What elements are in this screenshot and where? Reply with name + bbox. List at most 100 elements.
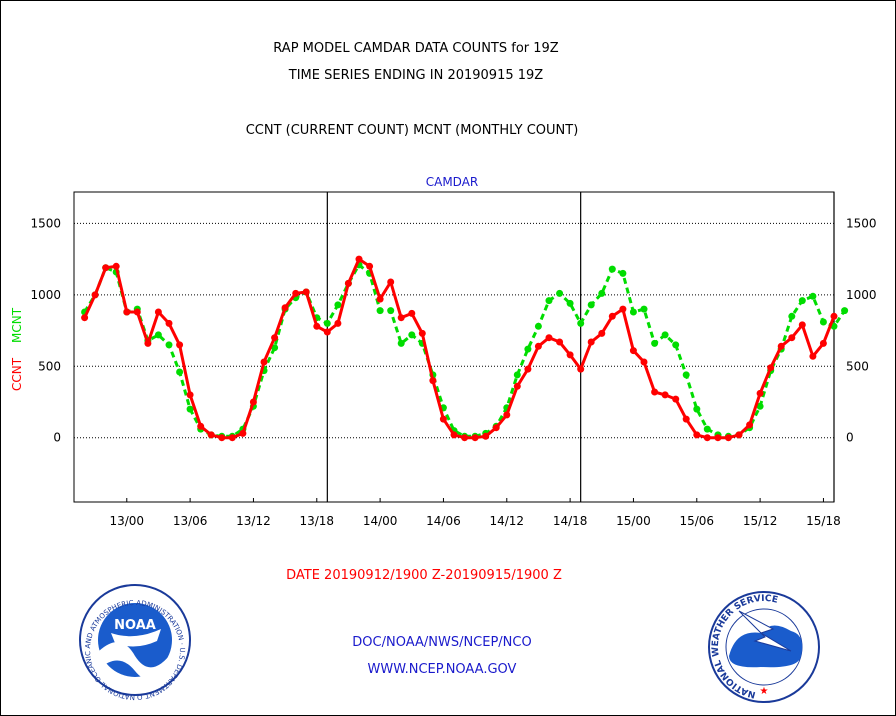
point-mcnt-72	[841, 307, 849, 315]
point-ccnt-56	[672, 395, 680, 403]
point-ccnt-22	[313, 322, 321, 330]
point-mcnt-49	[598, 289, 606, 297]
noaa-logo-text: NOAA	[114, 618, 156, 633]
y-tick-labels-left: 0 500 1000 1500	[30, 216, 61, 444]
x-tick-label-15/12: 15/12	[743, 514, 778, 528]
day-divider-lines	[326, 192, 835, 502]
point-ccnt-47	[577, 365, 585, 373]
x-tick-label-14/12: 14/12	[489, 514, 524, 528]
point-mcnt-53	[640, 305, 648, 313]
point-ccnt-59	[703, 434, 711, 442]
point-ccnt-62	[735, 431, 743, 439]
point-mcnt-23	[323, 319, 331, 327]
point-ccnt-48	[587, 338, 595, 346]
point-mcnt-70	[819, 318, 827, 326]
point-ccnt-23	[323, 328, 331, 336]
point-ccnt-3	[112, 262, 120, 270]
point-ccnt-30	[397, 314, 405, 322]
point-ccnt-39	[492, 424, 500, 432]
point-ccnt-64	[756, 389, 764, 397]
point-ccnt-67	[788, 334, 796, 342]
y-axis-label-mcnt: MCNT	[10, 307, 24, 343]
point-mcnt-59	[703, 425, 711, 433]
point-ccnt-32	[418, 329, 426, 337]
point-ccnt-71	[830, 312, 838, 320]
header-line-2: TIME SERIES ENDING IN 20190915 19Z	[288, 68, 544, 83]
y-tick-right-1000: 1000	[846, 288, 877, 302]
point-mcnt-45	[556, 289, 564, 297]
point-ccnt-11	[197, 422, 205, 430]
point-mcnt-31	[408, 331, 416, 339]
y-tick-labels-right: 0 500 1000 1500	[846, 216, 877, 444]
point-ccnt-27	[366, 262, 374, 270]
point-mcnt-10	[186, 405, 194, 413]
y-axis-label-ccnt: CCNT	[10, 357, 24, 391]
point-mcnt-67	[788, 312, 796, 320]
point-mcnt-28	[376, 307, 384, 315]
point-mcnt-48	[587, 301, 595, 309]
point-mcnt-47	[577, 319, 585, 327]
point-ccnt-58	[693, 431, 701, 439]
point-mcnt-64	[756, 402, 764, 410]
series-line-mcnt	[83, 263, 846, 438]
y-tick-left-500: 500	[38, 359, 61, 373]
x-tick-label-13/12: 13/12	[236, 514, 271, 528]
point-mcnt-29	[387, 307, 395, 315]
point-mcnt-7	[154, 331, 162, 339]
nws-logo: ★ NATIONAL WEATHER SERVICE	[708, 591, 820, 703]
point-ccnt-50	[608, 312, 616, 320]
point-ccnt-19	[281, 304, 289, 312]
x-tick-label-14/18: 14/18	[553, 514, 588, 528]
point-ccnt-1	[91, 291, 99, 299]
y-tick-right-500: 500	[846, 359, 869, 373]
point-ccnt-31	[408, 309, 416, 317]
point-ccnt-55	[661, 391, 669, 399]
point-mcnt-69	[809, 292, 817, 300]
header-line-3: CCNT (CURRENT COUNT) MCNT (MONTHLY COUNT…	[246, 123, 579, 138]
point-mcnt-55	[661, 331, 669, 339]
point-ccnt-33	[429, 377, 437, 385]
point-ccnt-57	[682, 415, 690, 423]
point-mcnt-51	[619, 269, 627, 277]
point-mcnt-57	[682, 371, 690, 379]
point-mcnt-9	[176, 368, 184, 376]
y-tick-left-0: 0	[53, 431, 61, 445]
x-tick-labels: 13/00 13/06 13/12 13/18 14/00 14/06 14/12 14/18…	[109, 498, 841, 528]
point-ccnt-63	[746, 421, 754, 429]
point-mcnt-46	[566, 299, 574, 307]
point-ccnt-49	[598, 329, 606, 337]
org-label: DOC/NOAA/NWS/NCEP/NCO	[352, 635, 531, 650]
point-ccnt-38	[482, 432, 490, 440]
point-ccnt-9	[176, 341, 184, 349]
point-ccnt-15	[239, 429, 247, 437]
point-ccnt-2	[102, 264, 110, 272]
grid-lines	[74, 222, 834, 439]
point-mcnt-24	[334, 301, 342, 309]
x-tick-label-15/06: 15/06	[679, 514, 714, 528]
series-line-ccnt	[83, 257, 836, 440]
website-link[interactable]: WWW.NCEP.NOAA.GOV	[368, 662, 517, 677]
point-ccnt-35	[450, 431, 458, 439]
point-ccnt-13	[218, 434, 226, 442]
point-ccnt-4	[123, 308, 131, 316]
point-ccnt-36	[461, 434, 469, 442]
plot-area-border	[73, 191, 835, 503]
point-ccnt-7	[154, 308, 162, 316]
point-ccnt-37	[471, 434, 479, 442]
header-line-1: RAP MODEL CAMDAR DATA COUNTS for 19Z	[273, 41, 558, 56]
series-ccnt	[81, 255, 838, 442]
y-axis-label: CCNT MCNT	[10, 307, 24, 391]
point-mcnt-18	[271, 344, 279, 352]
point-mcnt-41	[513, 371, 521, 379]
point-ccnt-46	[566, 351, 574, 359]
point-ccnt-61	[724, 434, 732, 442]
y-tick-right-1500: 1500	[846, 216, 877, 230]
x-tick-label-14/00: 14/00	[363, 514, 398, 528]
point-ccnt-34	[439, 415, 447, 423]
y-tick-right-0: 0	[846, 431, 854, 445]
point-ccnt-42	[524, 365, 532, 373]
point-mcnt-50	[608, 265, 616, 273]
point-ccnt-25	[344, 279, 352, 287]
point-ccnt-44	[545, 334, 553, 342]
